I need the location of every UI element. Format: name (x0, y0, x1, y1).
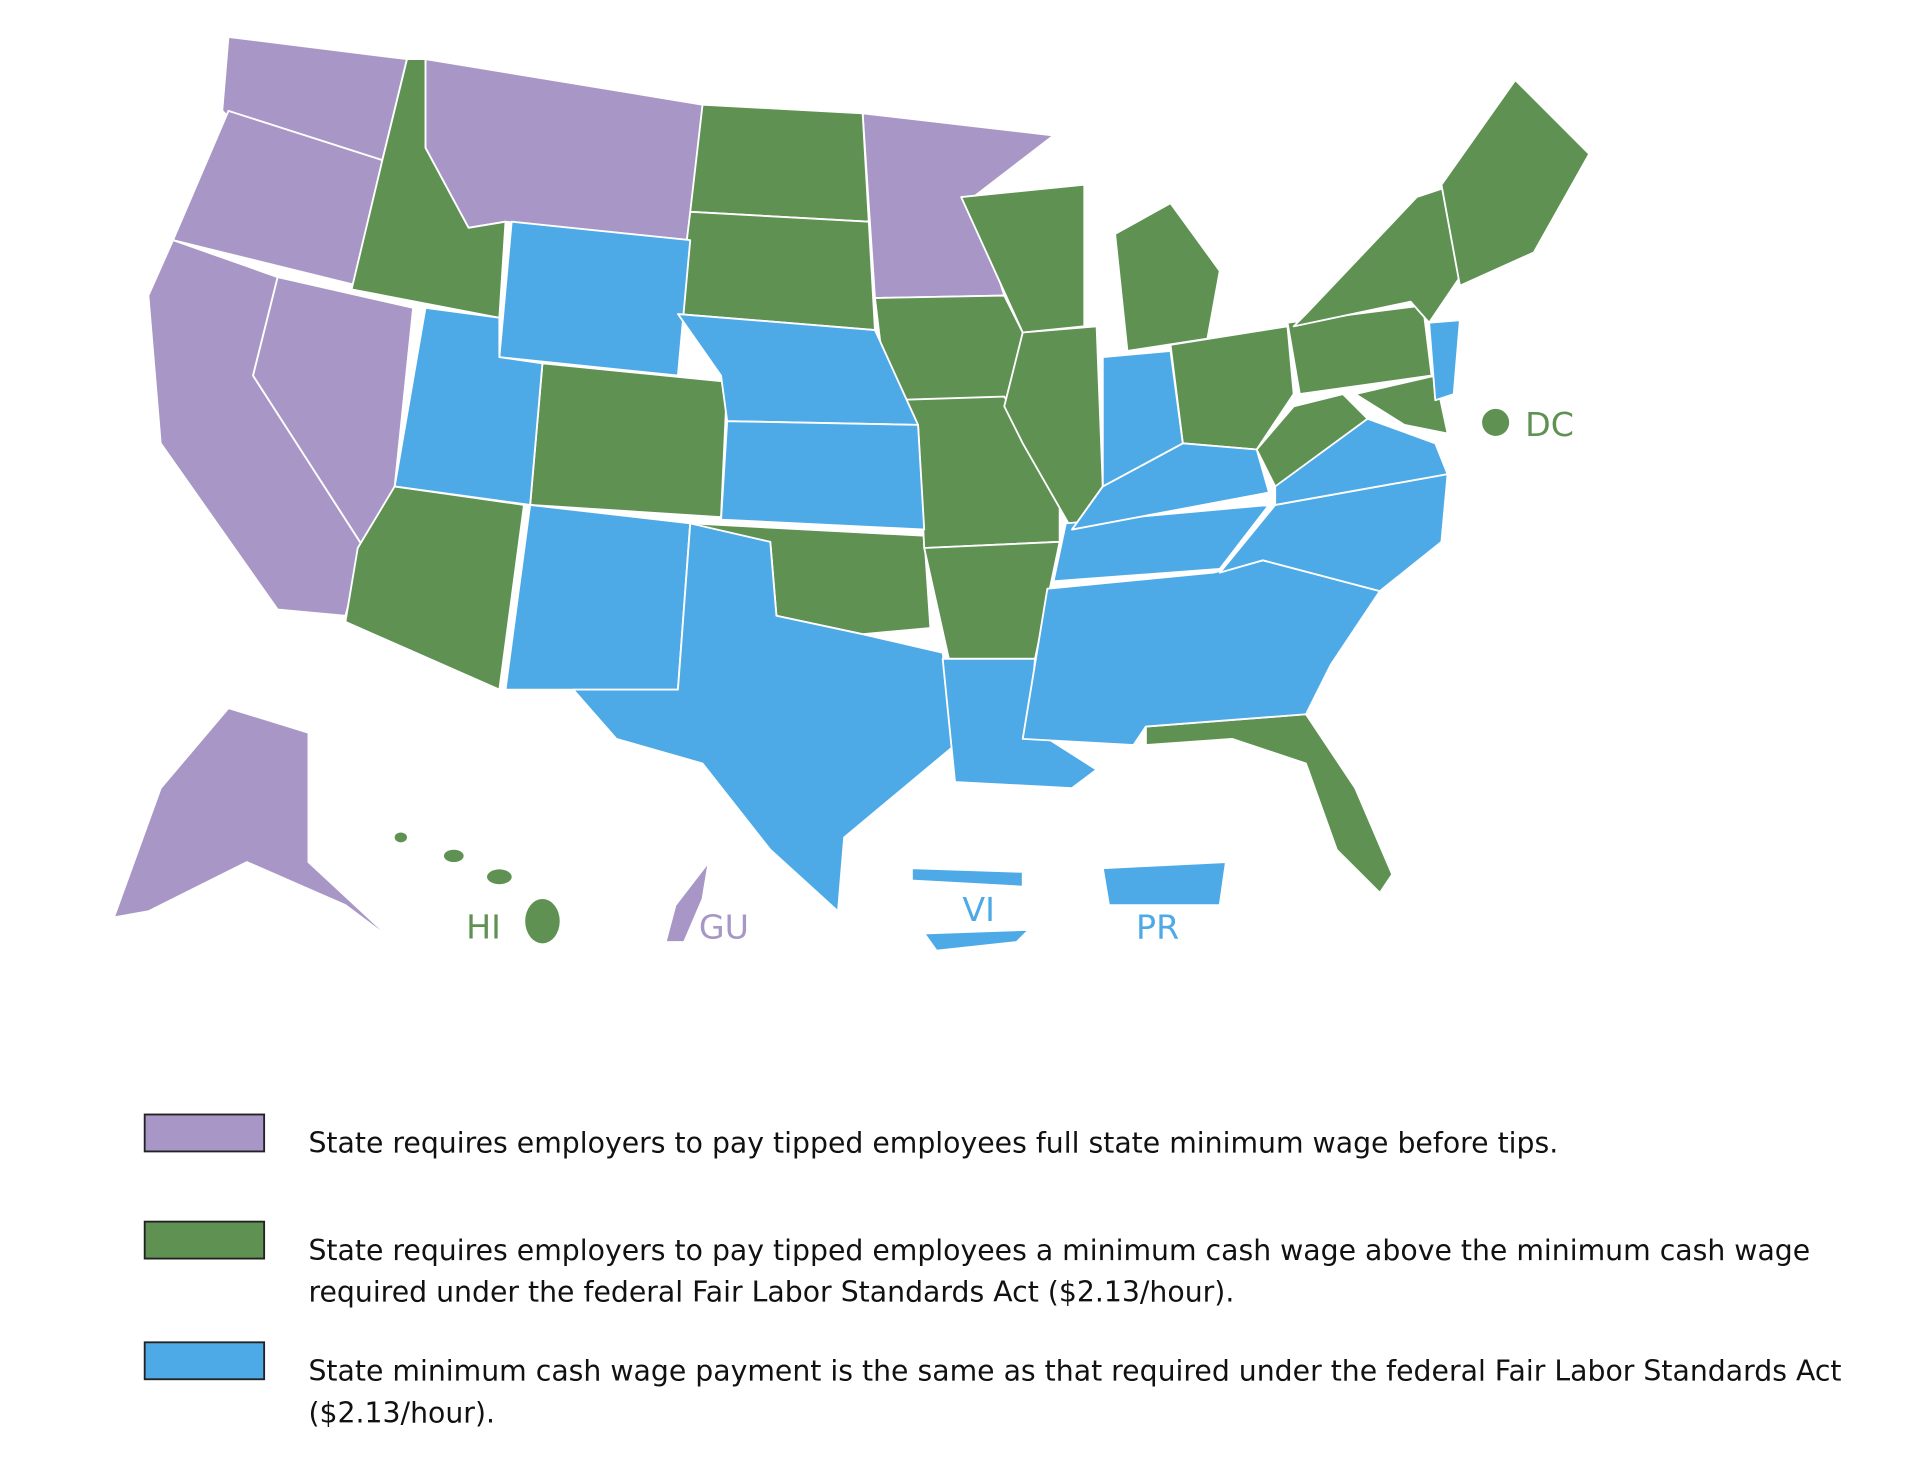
region (1428, 319, 1461, 402)
region (498, 220, 692, 377)
region (1292, 183, 1461, 328)
island (394, 832, 407, 843)
legend-swatch (143, 1113, 266, 1153)
legend-text: State minimum cash wage payment is the s… (308, 1354, 1841, 1387)
region (504, 503, 692, 691)
legend-swatch (143, 1341, 266, 1381)
region (529, 362, 729, 519)
territory-label: HI (466, 907, 501, 946)
region (112, 707, 396, 944)
region (1101, 861, 1227, 907)
region (424, 58, 704, 242)
region (689, 103, 870, 223)
region (960, 183, 1086, 334)
region (1274, 417, 1449, 506)
region (572, 522, 956, 913)
region (1354, 374, 1449, 435)
region (676, 210, 876, 331)
legend-text: State requires employers to pay tipped e… (308, 1234, 1810, 1267)
dc-marker (1482, 408, 1510, 436)
territory-label: PR (1136, 907, 1179, 946)
region (664, 861, 710, 944)
island (525, 898, 560, 944)
territory-label: DC (1525, 405, 1574, 444)
region (1021, 559, 1381, 746)
territory-label: VI (962, 890, 995, 929)
region (1144, 713, 1394, 894)
region (1101, 350, 1184, 488)
region (923, 928, 1030, 952)
legend-swatch (143, 1220, 266, 1260)
region (720, 420, 926, 531)
region (350, 58, 507, 319)
legend-text: State requires employers to pay tipped e… (308, 1127, 1558, 1160)
territory-label: GU (699, 907, 749, 946)
region (910, 867, 1024, 888)
region (1440, 79, 1591, 287)
island (443, 849, 464, 863)
region (393, 306, 544, 506)
region (1052, 503, 1270, 583)
legend-text: ($2.13/hour). (308, 1396, 495, 1429)
legend-text: required under the federal Fair Labor St… (308, 1276, 1234, 1309)
region (1114, 202, 1221, 352)
island (487, 869, 512, 885)
